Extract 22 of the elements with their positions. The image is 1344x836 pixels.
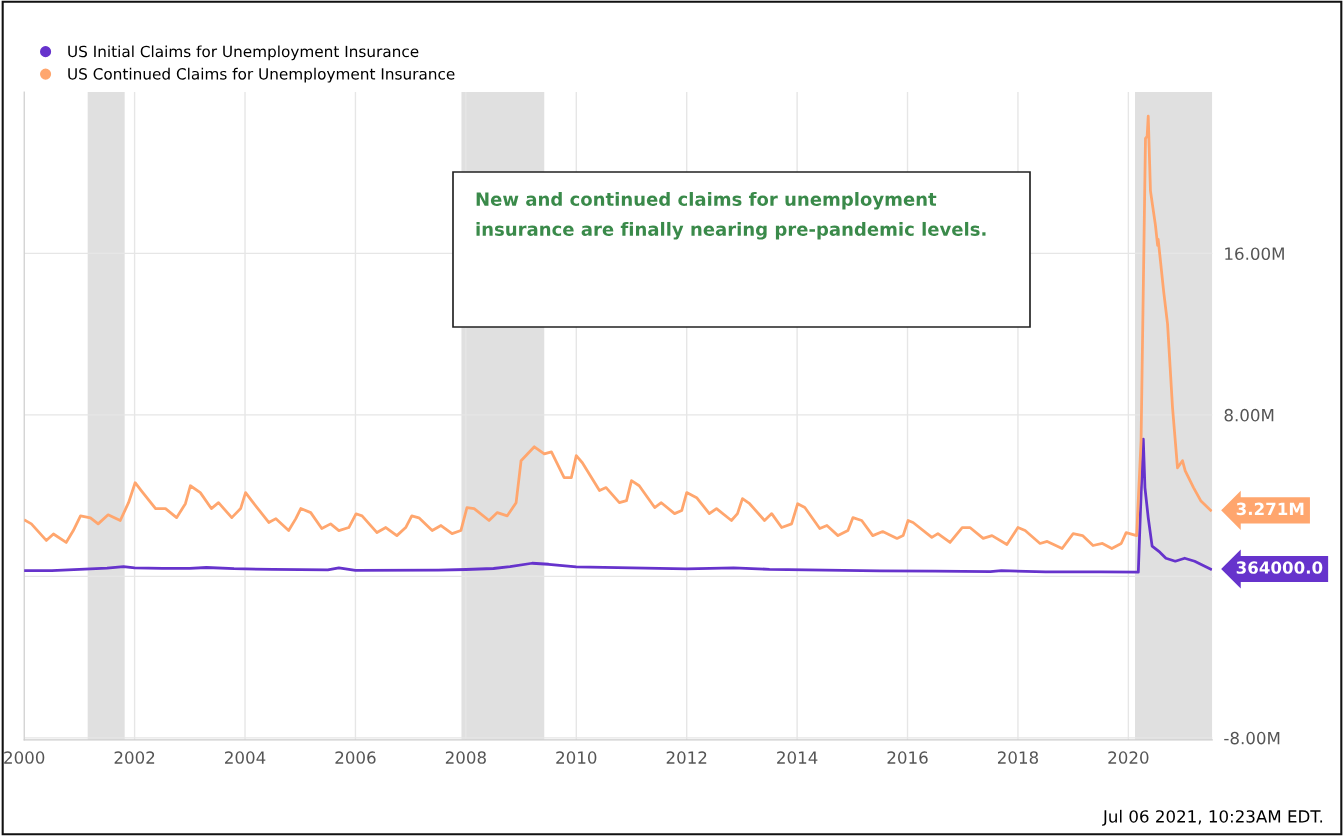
y-tick-label: 8.00M	[1224, 408, 1274, 422]
annotation: New and continued claims for unemployment insurance are finally nearing pre-pandemic levels.	[476, 192, 986, 240]
x-tick-label: 2010	[556, 751, 597, 764]
x-tick-label: 2002	[114, 751, 155, 764]
x-tick-label: 2006	[335, 751, 376, 764]
x-tick-label: 2020	[1108, 751, 1149, 764]
text: Jul 06 2021, 10:23AM EDT.	[1102, 809, 1323, 826]
x-tick-label: 2000	[4, 751, 45, 764]
x-tick-label: 2018	[997, 751, 1039, 764]
x-tick-label: 2008	[445, 751, 486, 764]
line-series	[24, 437, 1213, 574]
x-tick-label: 2016	[887, 751, 928, 764]
legend-label: US Continued Claims for Unemployment Insurance	[68, 67, 455, 83]
x-tick-label: 2004	[225, 751, 266, 764]
y-tick-label: -8.00M	[1224, 731, 1280, 745]
y-tick-label: 16.00M	[1225, 247, 1284, 260]
x-tick-label: 2014	[777, 751, 818, 764]
annotation: 364000.0	[1236, 561, 1323, 574]
legend-label: US Initial Claims for Unemployment Insurance	[68, 45, 419, 61]
x-tick-label: 2012	[666, 751, 707, 764]
annotation: 3.271M	[1236, 502, 1304, 516]
line-series	[24, 114, 1213, 550]
